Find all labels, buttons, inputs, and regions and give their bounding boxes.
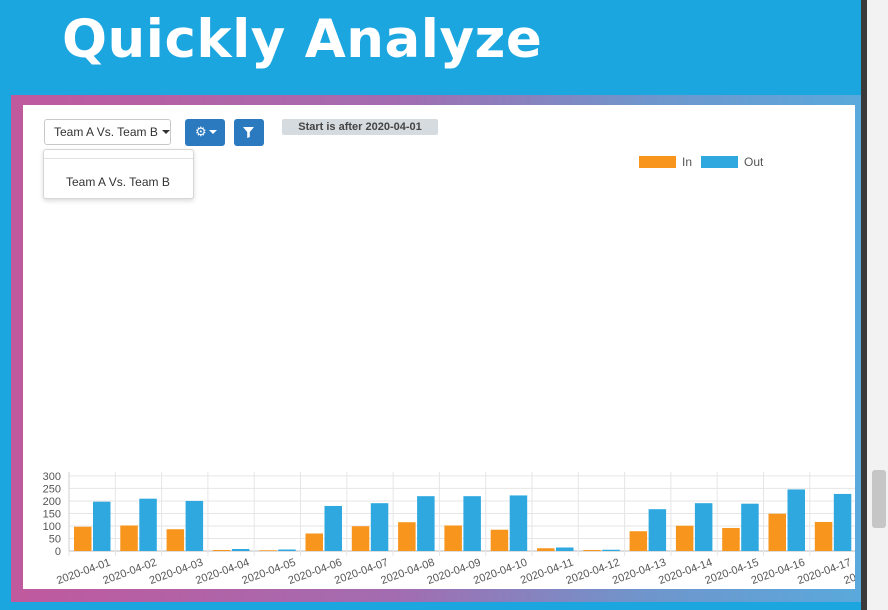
settings-button[interactable]: ⚙	[185, 119, 225, 146]
scrollbar-edge	[861, 0, 867, 610]
bar-chart: 0501001502002503002020-04-012020-04-0220…	[43, 155, 855, 588]
y-tick-label: 250	[43, 483, 61, 495]
bar-in	[74, 526, 92, 551]
bar-out	[417, 496, 435, 551]
bar-in	[490, 529, 509, 551]
bar-out	[324, 505, 342, 551]
y-tick-label: 150	[43, 508, 61, 520]
bar-in	[398, 522, 416, 551]
chevron-down-icon	[208, 130, 217, 134]
comparison-dropdown-menu: Team A Vs. Team B	[43, 149, 194, 199]
bar-in	[675, 525, 694, 551]
bar-out	[694, 503, 713, 551]
bar-out	[602, 549, 620, 551]
filter-button[interactable]	[234, 119, 264, 146]
bar-in	[629, 531, 648, 551]
bar-out	[231, 548, 250, 551]
bar-out	[139, 498, 157, 551]
scrollbar-thumb[interactable]	[872, 470, 886, 528]
bar-out	[648, 509, 667, 551]
bar-in	[259, 550, 277, 551]
chart-panel: 0 50 100 150 200 250 300 2020-04-01 2020-04-02 20…	[23, 105, 855, 589]
bar-in	[166, 529, 185, 551]
bar-in	[722, 527, 740, 551]
chevron-down-icon	[161, 130, 170, 134]
comparison-dropdown-label: Team A Vs. Team B	[54, 125, 158, 139]
bar-out	[278, 549, 296, 551]
bar-in	[212, 549, 231, 551]
bar-out	[463, 496, 481, 551]
bar-in	[351, 526, 370, 551]
comparison-dropdown[interactable]: Team A Vs. Team B	[44, 119, 171, 145]
bar-in	[583, 549, 601, 551]
legend-out-label: Out	[744, 155, 764, 169]
filter-badge[interactable]: Start is after 2020-04-01	[282, 119, 438, 135]
x-tick-label: 2020-04-10	[472, 557, 529, 588]
y-tick-label: 50	[49, 533, 61, 545]
bar-out	[556, 547, 574, 551]
bar-out	[741, 503, 759, 551]
bar-out	[370, 503, 389, 551]
bar-in	[768, 513, 786, 551]
legend-in-swatch	[639, 156, 676, 168]
menu-divider	[44, 158, 193, 159]
bar-out	[787, 489, 805, 551]
legend-out-swatch	[701, 156, 738, 168]
y-tick-label: 0	[55, 546, 61, 558]
menu-item[interactable]: Team A Vs. Team B	[66, 175, 170, 189]
y-tick-label: 300	[43, 471, 61, 483]
filter-icon	[243, 127, 254, 138]
bar-in	[814, 521, 833, 551]
bar-out	[93, 501, 111, 551]
legend-in-label: In	[682, 155, 692, 169]
hero-title: Quickly Analyze	[62, 9, 543, 70]
bar-out	[185, 500, 204, 551]
bar-out	[509, 495, 528, 551]
y-tick-label: 200	[43, 496, 61, 508]
bar-in	[305, 533, 323, 551]
bar-in	[120, 525, 138, 551]
bar-in	[444, 525, 462, 551]
gear-icon: ⚙	[195, 124, 207, 139]
y-tick-label: 100	[43, 521, 61, 533]
bar-in	[537, 548, 555, 551]
bar-out	[833, 493, 852, 551]
